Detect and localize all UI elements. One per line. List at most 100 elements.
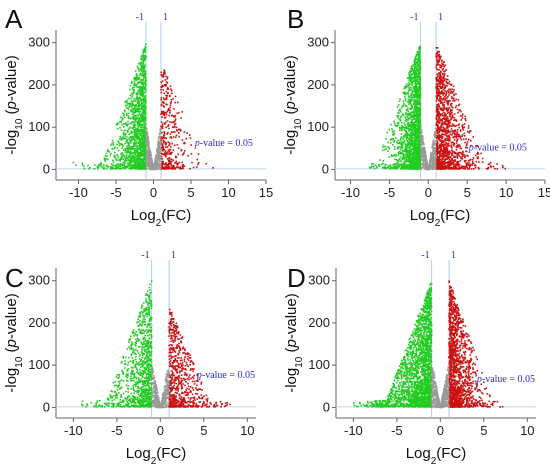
down-point: [401, 167, 403, 170]
down-point: [405, 158, 408, 161]
down-point: [141, 90, 144, 93]
down-point: [414, 135, 416, 138]
ns-point: [147, 140, 150, 143]
down-point: [126, 142, 129, 144]
down-point: [141, 87, 143, 90]
down-point: [131, 81, 133, 83]
up-point: [436, 89, 438, 92]
down-point: [416, 51, 419, 53]
down-point: [143, 75, 146, 78]
down-point: [140, 144, 142, 147]
down-point: [412, 147, 415, 149]
up-point: [172, 97, 174, 100]
down-point: [134, 166, 136, 169]
down-point: [411, 98, 413, 100]
up-point: [489, 165, 492, 167]
down-point: [134, 152, 137, 154]
up-point: [189, 167, 191, 170]
down-point: [106, 155, 108, 158]
down-point: [137, 130, 139, 133]
down-point: [142, 61, 144, 64]
up-point: [161, 165, 163, 168]
down-point: [408, 87, 410, 89]
down-point: [133, 155, 135, 158]
up-point: [451, 152, 453, 155]
up-point: [160, 71, 162, 74]
ns-point: [155, 161, 158, 163]
down-point: [139, 61, 142, 64]
down-point: [411, 89, 414, 92]
down-point: [408, 147, 411, 150]
down-point: [141, 165, 144, 168]
down-point: [406, 132, 408, 134]
up-point: [440, 134, 443, 136]
ns-point: [160, 128, 162, 131]
down-point: [414, 87, 416, 89]
down-point: [399, 110, 402, 113]
down-point: [400, 141, 403, 143]
up-point: [441, 91, 444, 94]
down-point: [81, 162, 84, 165]
down-point: [141, 71, 144, 74]
down-point: [134, 79, 137, 81]
down-point: [403, 158, 406, 160]
up-point: [444, 137, 447, 140]
down-point: [136, 76, 138, 78]
down-point: [139, 146, 142, 148]
down-point: [416, 96, 418, 99]
down-point: [129, 145, 131, 148]
up-point: [190, 153, 193, 155]
down-point: [419, 138, 421, 141]
down-point: [409, 71, 411, 74]
down-point: [133, 78, 136, 81]
down-point: [384, 167, 386, 170]
ns-point: [145, 143, 148, 146]
down-point: [127, 148, 130, 151]
down-point: [408, 103, 410, 105]
down-point: [108, 151, 111, 153]
down-point: [117, 167, 119, 170]
up-point: [471, 158, 474, 161]
down-point: [416, 124, 418, 127]
down-point: [130, 161, 133, 163]
down-point: [102, 168, 105, 170]
up-point: [447, 104, 449, 106]
down-point: [419, 88, 422, 90]
ns-point: [152, 166, 154, 168]
down-point: [113, 154, 116, 157]
down-point: [413, 129, 416, 132]
down-point: [400, 107, 403, 109]
down-point: [416, 137, 419, 139]
down-point: [418, 132, 421, 135]
up-point: [164, 143, 167, 145]
down-point: [413, 114, 415, 116]
up-point: [169, 95, 171, 98]
down-point: [141, 117, 144, 119]
up-point: [161, 167, 164, 170]
ns-point: [159, 143, 162, 146]
down-point: [142, 85, 145, 88]
down-point: [405, 147, 408, 150]
down-point: [404, 87, 407, 89]
ns-point: [158, 153, 160, 156]
down-point: [410, 67, 412, 70]
down-point: [415, 164, 418, 166]
down-point: [139, 110, 142, 113]
down-point: [404, 148, 406, 150]
down-point: [134, 164, 136, 167]
ns-point: [159, 137, 162, 140]
up-point: [448, 119, 451, 122]
up-point: [160, 147, 163, 149]
up-point: [160, 97, 163, 99]
up-point: [188, 134, 191, 136]
down-point: [418, 160, 421, 163]
up-point: [183, 152, 185, 154]
up-point: [451, 88, 453, 91]
up-point: [165, 137, 168, 140]
down-point: [121, 119, 123, 122]
ns-point: [148, 153, 151, 155]
down-point: [137, 67, 139, 69]
down-point: [382, 166, 384, 169]
down-point: [414, 72, 417, 75]
up-point: [468, 161, 470, 164]
